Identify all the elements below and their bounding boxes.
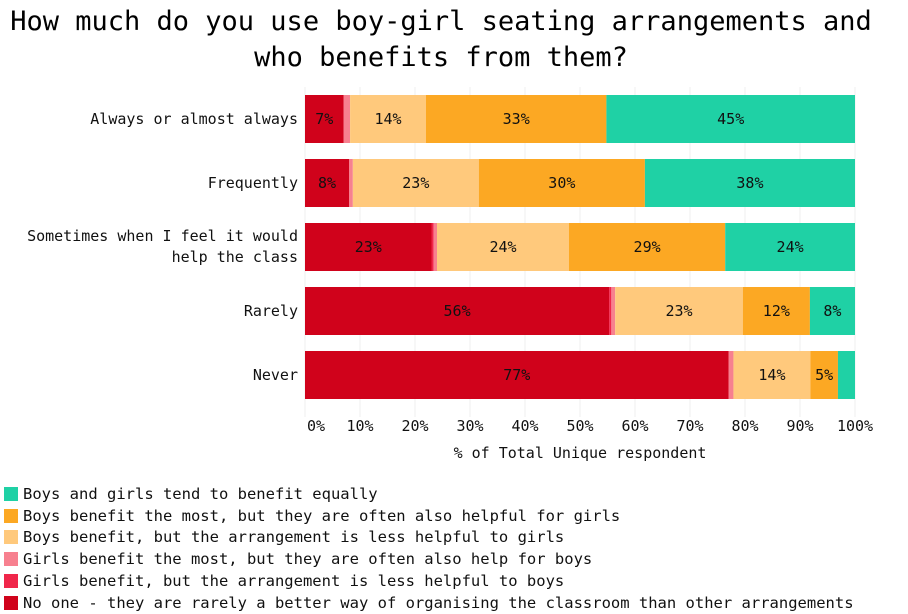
legend-swatch-icon	[4, 552, 18, 567]
legend: Boys and girls tend to benefit equally Bo…	[4, 483, 854, 614]
data-label: 24%	[777, 238, 804, 256]
chart-title: How much do you use boy-girl seating arr…	[10, 6, 872, 73]
legend-label: No one - they are rarely a better way of…	[23, 593, 854, 612]
data-label: 24%	[489, 238, 516, 256]
bar-segment	[305, 287, 610, 335]
bar-segment	[305, 351, 729, 399]
bar-segment	[305, 159, 349, 207]
bar-segment	[742, 287, 810, 335]
x-tick-label: 50%	[566, 417, 593, 435]
data-label: 23%	[402, 174, 429, 192]
bar-segment	[615, 287, 743, 335]
bar-segment	[728, 351, 734, 399]
bar-segment	[426, 95, 607, 143]
data-labels: 7% 14% 33% 45% 8% 23% 30% 38% 23% 24% 29% 24% 56% 23%…	[315, 110, 841, 384]
data-label: 29%	[634, 238, 661, 256]
y-category-label: Rarely	[243, 301, 298, 320]
x-axis-title: % of Total Unique respondent	[453, 444, 707, 462]
x-tick-label: 10%	[346, 417, 373, 435]
bar-segment	[478, 159, 645, 207]
legend-label: Girls benefit the most, but they are oft…	[23, 550, 593, 569]
legend-swatch-icon	[4, 530, 18, 545]
x-tick-label: 100%	[837, 417, 873, 435]
x-tick-label: 30%	[456, 417, 483, 435]
bar-segment	[733, 351, 811, 399]
data-label: 45%	[717, 110, 744, 128]
legend-label: Girls benefit, but the arrangement is le…	[23, 572, 565, 591]
data-label: 38%	[736, 174, 763, 192]
legend-swatch-icon	[4, 486, 18, 501]
bar-segment	[350, 95, 426, 143]
bar-segment	[343, 95, 351, 143]
legend-swatch-icon	[4, 595, 18, 610]
legend-item[interactable]: Boys and girls tend to benefit equally	[4, 483, 854, 505]
legend-item[interactable]: Girls benefit the most, but they are oft…	[4, 548, 854, 570]
bar-segment	[352, 159, 479, 207]
data-label: 30%	[548, 174, 575, 192]
bar-segment	[349, 159, 353, 207]
bar-segment	[437, 223, 569, 271]
data-label: 23%	[665, 302, 692, 320]
data-label: 12%	[763, 302, 790, 320]
bar-segment	[725, 223, 855, 271]
bars	[305, 95, 855, 399]
data-label: 33%	[503, 110, 530, 128]
y-category-label: Sometimes when I feel it would help the …	[27, 227, 298, 266]
legend-item[interactable]: Boys benefit, but the arrangement is les…	[4, 527, 854, 549]
data-label: 56%	[444, 302, 471, 320]
x-tick-label: 90%	[786, 417, 813, 435]
x-axis-ticks: 0% 10% 20% 30% 40% 50% 60% 70% 80% 90% 100%	[307, 417, 873, 435]
data-label: 77%	[503, 366, 530, 384]
bar-segment	[305, 95, 344, 143]
bar-segment	[305, 223, 432, 271]
data-label: 8%	[823, 302, 841, 320]
bar-segment	[837, 351, 855, 399]
x-tick-label: 0%	[307, 417, 325, 435]
bar-segment	[809, 287, 855, 335]
legend-label: Boys benefit, but the arrangement is les…	[23, 528, 565, 547]
data-label: 14%	[375, 110, 402, 128]
bar-segment	[810, 351, 838, 399]
y-category-label: Never	[252, 365, 298, 384]
x-tick-label: 40%	[511, 417, 538, 435]
legend-item[interactable]: Girls benefit, but the arrangement is le…	[4, 570, 854, 592]
x-tick-label: 60%	[621, 417, 648, 435]
legend-swatch-icon	[4, 574, 18, 589]
bar-segment	[609, 287, 612, 335]
x-tick-label: 20%	[401, 417, 428, 435]
x-tick-label: 70%	[676, 417, 703, 435]
legend-swatch-icon	[4, 508, 18, 523]
data-label: 14%	[758, 366, 785, 384]
data-label: 7%	[315, 110, 333, 128]
data-label: 8%	[318, 174, 336, 192]
legend-item[interactable]: Boys benefit the most, but they are ofte…	[4, 505, 854, 527]
bar-segment	[611, 287, 616, 335]
bar-segment	[606, 95, 855, 143]
x-tick-label: 80%	[731, 417, 758, 435]
data-label: 5%	[815, 366, 833, 384]
y-category-label: Always or almost always	[90, 109, 298, 128]
bar-segment	[644, 159, 855, 207]
legend-label: Boys and girls tend to benefit equally	[23, 484, 378, 503]
bar-segment	[433, 223, 437, 271]
bar-segment	[569, 223, 726, 271]
legend-item[interactable]: No one - they are rarely a better way of…	[4, 592, 854, 614]
legend-label: Boys benefit the most, but they are ofte…	[23, 506, 621, 525]
y-category-label: Frequently	[207, 173, 298, 192]
bar-segment	[431, 223, 434, 271]
data-label: 23%	[355, 238, 382, 256]
